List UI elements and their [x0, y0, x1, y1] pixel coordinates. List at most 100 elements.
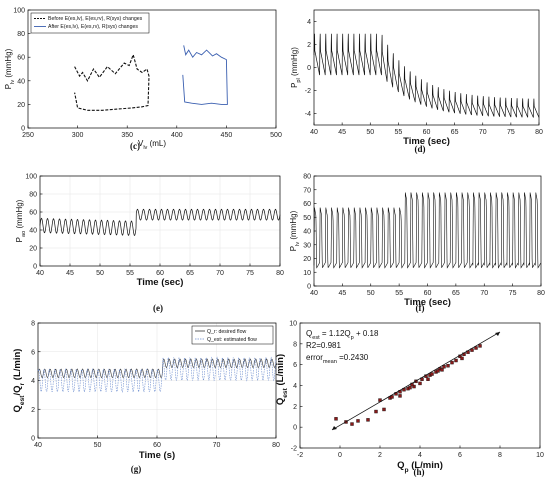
x-tick-label: 45: [338, 290, 346, 297]
x-tick-label: 65: [186, 270, 194, 277]
y-tick-label: 60: [17, 55, 25, 62]
legend-label: Before E(es,lv), E(es,rv), R(sys) change…: [48, 16, 143, 22]
y-axis-label: Ppl (mmHg): [290, 47, 302, 88]
label-text: Q: [12, 405, 23, 412]
fit-arrowhead-end: [495, 331, 500, 336]
series-aortic-pressure: [39, 208, 281, 236]
y-tick-label: -2: [291, 446, 297, 453]
y-tick-label: 30: [303, 242, 311, 249]
y-axis-label: Plv (mmHg): [289, 210, 301, 251]
x-tick-label: -2: [297, 452, 303, 459]
y-tick-label: 80: [17, 31, 25, 38]
y-tick-label: 4: [307, 19, 311, 26]
y-axis-label: Plv (mmHg): [4, 48, 16, 89]
label-subscript: lv: [143, 145, 147, 151]
panel-caption: (f): [416, 303, 425, 313]
x-tick-label: 65: [452, 290, 460, 297]
x-tick-label: 500: [270, 132, 282, 139]
x-tick-label: 50: [94, 442, 102, 449]
y-axis-label: Qest/Qr (L/min): [12, 349, 26, 413]
y-tick-label: 4: [293, 383, 297, 390]
r-squared-label: R2=0.981: [306, 341, 341, 350]
label-subscript: p: [405, 467, 409, 474]
regression-equation: Qest = 1.12Qp + 0.18: [306, 329, 379, 341]
x-tick-label: 55: [395, 290, 403, 297]
x-tick-label: 45: [66, 270, 74, 277]
label-text: error: [306, 353, 323, 362]
y-tick-label: 6: [31, 349, 35, 356]
y-tick-label: 20: [29, 246, 37, 253]
plot-frame: [27, 9, 277, 129]
x-tick-label: 40: [34, 442, 42, 449]
x-tick-label: 250: [22, 132, 34, 139]
scatter-point: [398, 394, 402, 398]
scatter-point: [366, 418, 370, 422]
x-axis-label: Time (sec): [404, 297, 451, 308]
x-axis-label: Vlv (mL): [138, 139, 166, 151]
x-tick-label: 60: [424, 290, 432, 297]
scatter-point: [442, 365, 446, 369]
x-tick-label: 80: [276, 270, 284, 277]
panel-c-pv-loop-chart: 250 300 350 400 450 500 0 20 40 60 80 100 Before E(e…: [4, 8, 282, 152]
legend-box: [30, 12, 150, 34]
y-tick-label: 0: [31, 436, 35, 443]
y-tick-label: 70: [303, 187, 311, 194]
scatter-point: [454, 358, 458, 363]
legend-label: Q_r: desired flow: [207, 329, 246, 335]
x-tick-label: 60: [156, 270, 164, 277]
label-subscript: lv: [10, 80, 16, 84]
y-tick-label: -2: [305, 88, 311, 95]
scatter-point: [418, 381, 422, 386]
label-text: P: [15, 237, 24, 242]
y-tick-label: 6: [293, 362, 297, 369]
y-tick-label: 20: [17, 102, 25, 109]
y-tick-label: 8: [293, 341, 297, 348]
label-subscript: lv: [295, 242, 301, 246]
x-tick-label: 65: [451, 129, 459, 136]
scatter-point: [460, 356, 464, 361]
y-tick-label: 8: [31, 321, 35, 328]
x-tick-label: 0: [338, 452, 342, 459]
y-tick-label: 2: [293, 404, 297, 411]
scatter-point: [430, 372, 434, 376]
panel-caption: (g): [131, 464, 142, 474]
y-tick-label: 40: [303, 229, 311, 236]
series-lv-pressure: [313, 192, 542, 269]
label-text: (mmHg): [4, 48, 13, 79]
x-tick-label: 450: [221, 132, 233, 139]
y-tick-label: 0: [307, 284, 311, 291]
series-before-loop: [74, 53, 150, 111]
y-tick-label: 10: [303, 270, 311, 277]
label-subscript: p: [351, 335, 354, 341]
scatter-point: [474, 346, 478, 350]
label-text: Q: [306, 329, 312, 338]
label-text: Q: [275, 398, 286, 405]
x-axis-label: Qp (L/min): [397, 460, 443, 474]
scatter-point: [440, 368, 444, 372]
y-tick-label: 40: [17, 78, 25, 85]
series-pleural-pressure: [313, 33, 540, 118]
scatter-point: [446, 364, 450, 368]
legend-label: Q_est: estimated flow: [207, 337, 257, 343]
x-tick-label: 80: [535, 129, 543, 136]
label-subscript: pl: [296, 78, 302, 82]
x-tick-label: 2: [378, 452, 382, 459]
label-text: (mmHg): [289, 210, 298, 241]
x-tick-label: 400: [171, 132, 183, 139]
y-tick-label: 60: [29, 210, 37, 217]
y-tick-label: 2: [307, 42, 311, 49]
y-tick-label: 0: [21, 126, 25, 133]
scatter-point: [478, 344, 482, 348]
x-tick-label: 350: [121, 132, 133, 139]
error-mean-label: errormean =0.2430: [306, 353, 369, 365]
x-tick-label: 70: [480, 290, 488, 297]
label-text: R: [306, 341, 312, 350]
y-axis-label: Qest (L/min): [275, 354, 289, 405]
x-tick-label: 75: [246, 270, 254, 277]
series-after-loop: [182, 45, 228, 105]
label-text: P: [289, 246, 298, 251]
panel-caption: (e): [153, 303, 163, 313]
scatter-point: [382, 407, 386, 412]
series-estimated-flow: [37, 356, 277, 393]
